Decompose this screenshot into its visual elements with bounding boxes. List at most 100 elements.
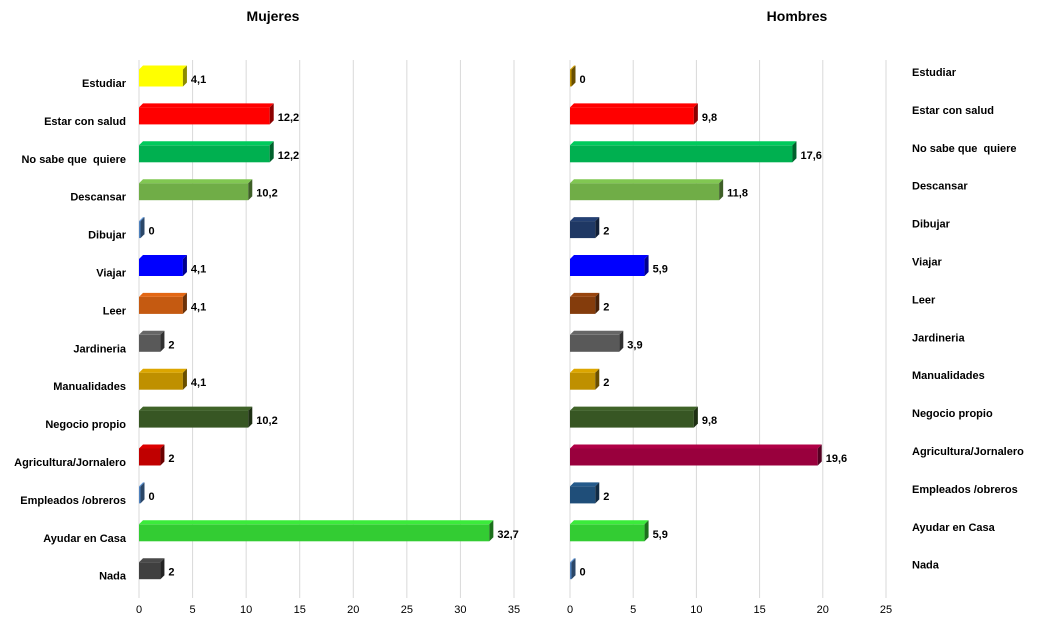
- mujeres-bar-top: [139, 330, 165, 335]
- hombres-bar-side: [693, 406, 698, 428]
- mujeres-category-label: Empleados /obreros: [20, 495, 126, 507]
- mujeres-bar-side: [489, 520, 494, 542]
- mujeres-bar: [139, 69, 183, 87]
- hombres-title: Hombres: [767, 8, 828, 24]
- hombres-bar-top: [570, 368, 600, 373]
- hombres-bar: [570, 372, 596, 390]
- hombres-bar: [570, 221, 596, 239]
- mujeres-category-label: Manualidades: [53, 381, 126, 393]
- mujeres-bar-side: [140, 217, 145, 239]
- hombres-category-label: Jardineria: [912, 332, 965, 344]
- hombres-value-label: 0: [580, 74, 586, 86]
- hombres-category-label: Ayudar en Casa: [912, 522, 996, 534]
- hombres-bar-top: [570, 482, 600, 487]
- hombres-tick-label: 0: [567, 604, 573, 616]
- hombres-category-label: Viajar: [912, 257, 942, 269]
- mujeres-bar-side: [182, 368, 187, 390]
- mujeres-value-label: 10,2: [256, 415, 277, 427]
- hombres-value-label: 2: [603, 377, 609, 389]
- hombres-category-label: Agricultura/Jornalero: [912, 446, 1024, 458]
- hombres-value-label: 3,9: [627, 339, 642, 351]
- mujeres-value-label: 0: [149, 491, 155, 503]
- hombres-bar-top: [570, 141, 797, 146]
- mujeres-bar-top: [139, 520, 494, 525]
- mujeres-bar: [139, 183, 249, 201]
- hombres-bar: [570, 448, 818, 466]
- mujeres-value-label: 4,1: [191, 377, 206, 389]
- mujeres-bar-top: [139, 368, 187, 373]
- hombres-bar-side: [644, 520, 649, 542]
- mujeres-category-label: Dibujar: [88, 230, 127, 242]
- mujeres-bar-side: [248, 179, 253, 201]
- mujeres-bar: [139, 259, 183, 276]
- hombres-value-label: 2: [603, 301, 609, 313]
- mujeres-bar-side: [160, 444, 165, 466]
- mujeres-category-label: Negocio propio: [45, 419, 126, 431]
- hombres-bar-top: [570, 406, 698, 411]
- hombres-value-label: 19,6: [826, 453, 847, 465]
- mujeres-tick-label: 15: [294, 604, 306, 616]
- hombres-category-label: Dibujar: [912, 219, 951, 231]
- hombres-bar-side: [792, 141, 797, 163]
- mujeres-bar-side: [182, 255, 187, 276]
- mujeres-value-label: 12,2: [278, 150, 299, 162]
- mujeres-tick-label: 5: [190, 604, 196, 616]
- hombres-bar: [570, 410, 694, 428]
- hombres-bar-side: [619, 330, 624, 352]
- mujeres-title: Mujeres: [247, 8, 300, 24]
- mujeres-bar: [139, 107, 270, 125]
- hombres-bar: [570, 486, 596, 504]
- hombres-bar-side: [817, 444, 822, 466]
- hombres-category-label: Descansar: [912, 181, 968, 193]
- hombres-bar-side: [571, 558, 576, 580]
- mujeres-tick-label: 0: [136, 604, 142, 616]
- mujeres-bar: [139, 410, 249, 428]
- hombres-value-label: 17,6: [800, 150, 821, 162]
- mujeres-category-label: Estar con salud: [44, 116, 126, 128]
- hombres-tick-label: 5: [630, 604, 636, 616]
- mujeres-category-label: Ayudar en Casa: [43, 533, 127, 545]
- hombres-value-label: 5,9: [653, 264, 668, 276]
- hombres-bar-top: [570, 217, 600, 222]
- hombres-bar: [570, 259, 645, 276]
- mujeres-bar-top: [139, 482, 145, 487]
- mujeres-value-label: 0: [149, 226, 155, 238]
- mujeres-category-label: Agricultura/Jornalero: [14, 457, 126, 469]
- hombres-bar-top: [570, 179, 724, 184]
- mujeres-bar: [139, 448, 161, 466]
- mujeres-bar-top: [139, 255, 187, 259]
- hombres-tick-label: 20: [817, 604, 829, 616]
- mujeres-value-label: 2: [168, 453, 174, 465]
- hombres-bar: [570, 334, 620, 352]
- mujeres-category-label: Leer: [103, 305, 127, 317]
- mujeres-tick-label: 35: [508, 604, 520, 616]
- hombres-bar-top: [570, 103, 698, 108]
- mujeres-bar-top: [139, 558, 165, 563]
- mujeres-bar-top: [139, 217, 145, 222]
- hombres-category-label: Nada: [912, 560, 940, 572]
- hombres-value-label: 2: [603, 226, 609, 238]
- mujeres-bar-side: [269, 141, 274, 163]
- mujeres-bar-top: [139, 141, 274, 146]
- mujeres-tick-label: 20: [347, 604, 359, 616]
- hombres-category-label: Estar con salud: [912, 105, 994, 117]
- hombres-value-label: 9,8: [702, 112, 717, 124]
- mujeres-tick-label: 10: [240, 604, 252, 616]
- hombres-bar: [570, 296, 596, 314]
- mujeres-value-label: 10,2: [256, 188, 277, 200]
- mujeres-category-label: Jardineria: [73, 343, 126, 355]
- mujeres-bar-top: [139, 65, 187, 70]
- mujeres-category-label: No sabe que quiere: [21, 154, 126, 166]
- hombres-bar-side: [595, 292, 600, 314]
- mujeres-tick-label: 30: [454, 604, 466, 616]
- hombres-bar-top: [570, 558, 576, 563]
- hombres-tick-label: 10: [690, 604, 702, 616]
- hombres-bar-side: [595, 217, 600, 239]
- mujeres-bar-side: [182, 292, 187, 314]
- hombres-value-label: 11,8: [727, 188, 748, 200]
- hombres-category-label: Leer: [912, 294, 936, 306]
- hombres-category-label: Negocio propio: [912, 408, 993, 420]
- hombres-bar-side: [595, 368, 600, 390]
